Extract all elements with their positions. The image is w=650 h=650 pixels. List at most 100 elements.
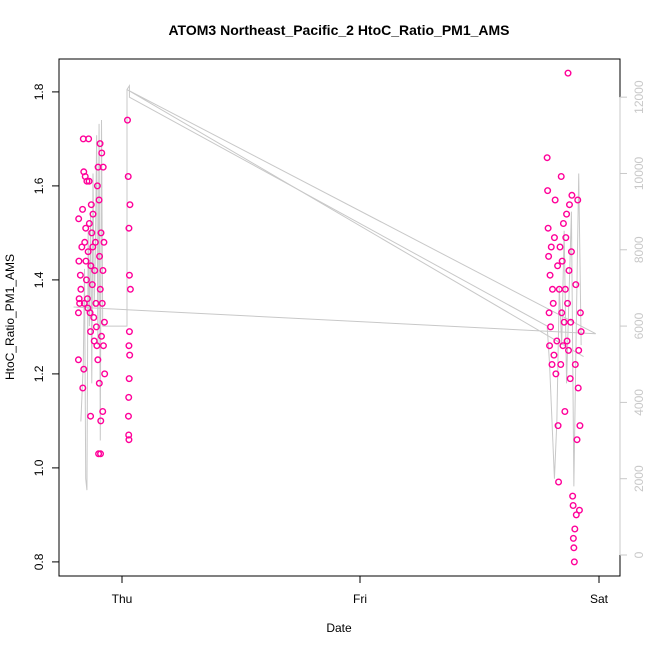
data-point [561, 285, 569, 293]
data-point [546, 342, 554, 350]
data-point [95, 379, 103, 387]
data-point [544, 224, 552, 232]
data-point [93, 182, 101, 190]
data-point [572, 281, 580, 289]
data-point [123, 116, 131, 124]
data-point [558, 309, 566, 317]
data-point [562, 234, 570, 242]
data-point [85, 219, 93, 227]
data-point [553, 337, 561, 345]
data-point [75, 257, 83, 265]
data-point [125, 271, 133, 279]
data-point [545, 252, 553, 260]
data-point [574, 196, 582, 204]
data-point [551, 196, 559, 204]
data-point [575, 506, 583, 514]
data-point [570, 558, 578, 566]
data-point [564, 69, 572, 77]
altitude-line-0 [80, 83, 582, 491]
data-point [543, 154, 551, 162]
data-point [88, 229, 96, 237]
data-point [76, 271, 84, 279]
data-point [558, 257, 566, 265]
data-point [563, 337, 571, 345]
data-point [564, 299, 572, 307]
data-point [555, 478, 563, 486]
data-point [570, 544, 578, 552]
data-point [82, 224, 90, 232]
data-point [92, 323, 100, 331]
right-tick-label: 12000 [632, 80, 646, 114]
data-point [559, 342, 567, 350]
x-tick-label: Fri [353, 592, 367, 606]
data-point [124, 172, 132, 180]
data-point [125, 436, 133, 444]
data-point [94, 356, 102, 364]
data-point [547, 243, 555, 251]
data-point [565, 346, 573, 354]
data-point [573, 436, 581, 444]
data-point [98, 299, 106, 307]
right-tick-label: 2000 [632, 465, 646, 492]
right-tick-label: 0 [632, 551, 646, 558]
data-point [93, 342, 101, 350]
data-point [99, 408, 107, 416]
data-point [560, 318, 568, 326]
left-tick-label: 1.6 [32, 177, 46, 194]
data-point [561, 408, 569, 416]
data-point [80, 299, 88, 307]
x-tick-label: Thu [112, 592, 133, 606]
data-point [565, 201, 573, 209]
x-axis-label: Date [326, 621, 352, 635]
data-point [126, 351, 134, 359]
data-point [89, 210, 97, 218]
data-point [83, 295, 91, 303]
data-point [549, 299, 557, 307]
data-point [125, 375, 133, 383]
data-point [101, 370, 109, 378]
data-point [124, 412, 132, 420]
data-point [99, 267, 107, 275]
data-point [577, 328, 585, 336]
data-point [75, 295, 83, 303]
y-axis-label: HtoC_Ratio_PM1_AMS [3, 254, 17, 380]
data-point [557, 361, 565, 369]
data-point [88, 281, 96, 289]
data-point [95, 196, 103, 204]
data-point [125, 393, 133, 401]
data-point [82, 257, 90, 265]
data-point [79, 205, 87, 213]
data-point [82, 276, 90, 284]
data-point [96, 252, 104, 260]
data-point [125, 342, 133, 350]
data-point [87, 328, 95, 336]
right-tick-label: 4000 [632, 389, 646, 416]
data-point [546, 271, 554, 279]
data-point [565, 267, 573, 275]
data-point [554, 262, 562, 270]
data-point [77, 285, 85, 293]
data-point [76, 299, 84, 307]
data-point [125, 224, 133, 232]
data-point [85, 135, 93, 143]
data-point [567, 318, 575, 326]
data-point [97, 229, 105, 237]
left-y-axis: 0.8 1.0 1.2 1.4 1.6 1.8 [32, 83, 60, 570]
data-point [96, 140, 104, 148]
data-point [569, 502, 577, 510]
left-tick-label: 1.2 [32, 365, 46, 382]
data-point [567, 248, 575, 256]
data-point [81, 238, 89, 246]
data-point [97, 332, 105, 340]
x-axis: Thu Fri Sat [112, 575, 609, 606]
data-point [569, 492, 577, 500]
right-tick-label: 6000 [632, 312, 646, 339]
data-point [75, 215, 83, 223]
data-point [83, 177, 91, 185]
right-y-axis: 0 2000 4000 6000 8000 10000 12000 [619, 80, 646, 558]
data-point [544, 187, 552, 195]
data-point [79, 384, 87, 392]
left-tick-label: 1.4 [32, 271, 46, 288]
data-point [554, 422, 562, 430]
